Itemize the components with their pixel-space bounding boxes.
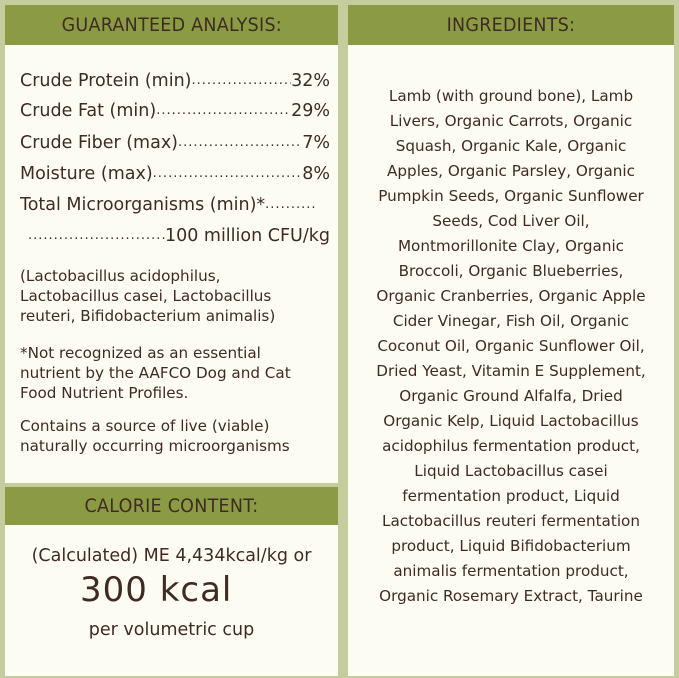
dot-leader: ..........	[265, 197, 317, 212]
micro-row: Total Microorganisms (min)*..........	[20, 195, 330, 215]
dot-leader: ........................................	[156, 103, 291, 118]
ingredient-line: Montmorillonite Clay, Organic	[397, 237, 625, 255]
text-line: *Not recognized as an essential	[20, 344, 261, 362]
ingredients-panel: INGREDIENTS: Lamb (with ground bone), La…	[348, 5, 674, 676]
text-line: Lactobacillus casei, Lactobacillus	[20, 287, 272, 305]
ingredient-line: Organic Kelp, Liquid Lactobacillus	[383, 412, 639, 430]
analysis-row: Crude Protein (min).....................…	[20, 71, 330, 91]
calorie-me: (Calculated) ME 4,434kcal/kg or	[31, 546, 312, 566]
row-label: Crude Fiber (max)	[20, 133, 179, 153]
ingredients-title: INGREDIENTS:	[446, 14, 576, 36]
strains-text: (Lactobacillus acidophilus, Lactobacillus…	[20, 266, 340, 326]
row-value: 32%	[291, 71, 330, 91]
dot-leader: ..............................	[28, 228, 165, 243]
ingredient-line: product, Liquid Bifidobacterium	[391, 537, 631, 555]
ingredient-line: Liquid Lactobacillus casei	[414, 462, 608, 480]
row-label: Crude Protein (min)	[20, 71, 192, 91]
calorie-unit: per volumetric cup	[88, 620, 255, 640]
text-line: (Lactobacillus acidophilus,	[20, 267, 221, 285]
dot-leader: ........................................	[178, 135, 302, 150]
analysis-row: Crude Fat (min).........................…	[20, 101, 330, 121]
ingredient-line: animalis fermentation product,	[393, 562, 629, 580]
ingredient-line: Seeds, Cod Liver Oil,	[432, 212, 590, 230]
row-value: 8%	[302, 164, 330, 184]
calorie-per-cup: 300 kcal	[80, 570, 233, 610]
ingredient-line: Coconut Oil, Organic Sunflower Oil,	[377, 337, 645, 355]
micro-value: 100 million CFU/kg	[164, 226, 330, 246]
row-label: Crude Fat (min)	[20, 101, 157, 121]
ingredient-line: acidophilus fermentation product,	[382, 437, 640, 455]
ingredient-line: Organic Ground Alfalfa, Dried	[399, 387, 623, 405]
ingredient-line: Apples, Organic Parsley, Organic	[387, 162, 635, 180]
text-line: nutrient by the AAFCO Dog and Cat	[20, 364, 291, 382]
ingredient-line: Lamb (with ground bone), Lamb	[388, 87, 634, 105]
ingredient-line: Organic Cranberries, Organic Apple	[376, 287, 646, 305]
live-note: Contains a source of live (viable) natura…	[20, 416, 340, 456]
guaranteed-analysis-panel: GUARANTEED ANALYSIS: Crude Protein (min)…	[5, 5, 338, 676]
dot-leader: ........................................	[152, 166, 303, 181]
ingredients-header: INGREDIENTS:	[348, 5, 674, 45]
calorie-title: CALORIE CONTENT:	[84, 495, 259, 517]
text-line: reuteri, Bifidobacterium animalis)	[20, 307, 276, 325]
row-value: 7%	[302, 133, 330, 153]
text-line: Contains a source of live (viable)	[20, 417, 270, 435]
analysis-row: Moisture (max)..........................…	[20, 164, 330, 184]
ingredient-line: Squash, Organic Kale, Organic	[395, 137, 627, 155]
row-label: Moisture (max)	[20, 164, 153, 184]
ingredient-line: Organic Rosemary Extract, Taurine	[379, 587, 643, 605]
ingredient-line: fermentation product, Liquid	[402, 487, 620, 505]
ingredient-line: Broccoli, Organic Blueberries,	[398, 262, 624, 280]
ingredient-line: Lactobacillus reuteri fermentation	[382, 512, 640, 530]
row-value: 29%	[291, 101, 330, 121]
ingredients-list: Lamb (with ground bone), Lamb Livers, Org…	[348, 84, 674, 609]
analysis-header: GUARANTEED ANALYSIS:	[5, 5, 338, 45]
ingredient-line: Livers, Organic Carrots, Organic	[389, 112, 633, 130]
ingredient-line: Cider Vinegar, Fish Oil, Organic	[392, 312, 630, 330]
micro-label: Total Microorganisms (min)*	[20, 195, 266, 215]
calorie-header: CALORIE CONTENT:	[5, 483, 338, 525]
text-line: Food Nutrient Profiles.	[20, 384, 189, 402]
micro-value-row: ..............................100 millio…	[20, 226, 330, 246]
ingredient-line: Pumpkin Seeds, Organic Sunflower	[378, 187, 644, 205]
analysis-row: Crude Fiber (max).......................…	[20, 133, 330, 153]
analysis-title: GUARANTEED ANALYSIS:	[61, 14, 282, 36]
ingredient-line: Dried Yeast, Vitamin E Supplement,	[376, 362, 646, 380]
dot-leader: ........................................	[191, 73, 292, 88]
text-line: naturally occurring microorganisms	[20, 437, 290, 455]
aafco-note: *Not recognized as an essential nutrient …	[20, 343, 340, 403]
